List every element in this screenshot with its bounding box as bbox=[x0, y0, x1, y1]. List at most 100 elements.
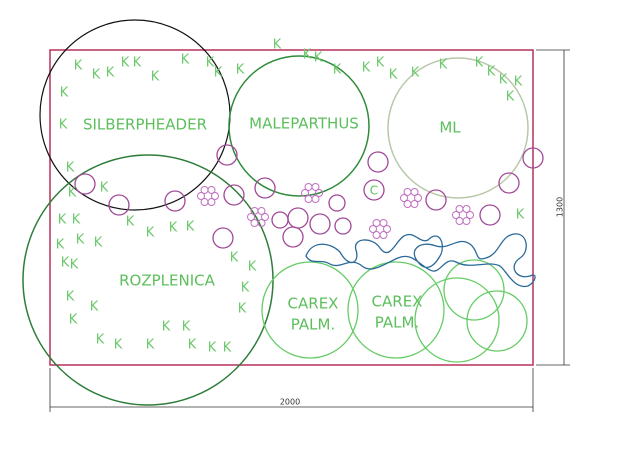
k-mark: K bbox=[69, 313, 78, 328]
flower-petal bbox=[200, 198, 209, 207]
flower-petal bbox=[414, 194, 422, 202]
small-plant bbox=[309, 213, 331, 235]
small-plant bbox=[212, 227, 234, 249]
k-mark: K bbox=[74, 59, 83, 74]
k-mark: K bbox=[133, 56, 142, 71]
plant-label: MALEPARTHUS bbox=[249, 115, 359, 133]
k-mark: K bbox=[389, 68, 398, 83]
k-mark: K bbox=[146, 226, 155, 241]
flower-petal bbox=[410, 200, 419, 209]
k-mark: K bbox=[499, 73, 508, 88]
k-mark: K bbox=[236, 63, 245, 78]
k-mark: K bbox=[56, 238, 65, 253]
k-mark: K bbox=[514, 75, 523, 90]
flower-petal bbox=[410, 187, 419, 196]
plant-label: ML bbox=[439, 119, 461, 137]
k-mark: K bbox=[106, 66, 115, 81]
k-mark: K bbox=[66, 290, 75, 305]
k-mark: K bbox=[100, 181, 109, 196]
small-plant bbox=[367, 151, 389, 173]
small-plant bbox=[164, 190, 186, 212]
k-mark: K bbox=[238, 302, 247, 317]
k-mark: K bbox=[90, 300, 99, 315]
k-mark: K bbox=[72, 213, 81, 228]
k-mark: K bbox=[208, 341, 217, 356]
k-mark: K bbox=[121, 56, 130, 71]
small-plant bbox=[254, 177, 276, 199]
small-plant bbox=[108, 194, 130, 216]
k-mark: K bbox=[188, 338, 197, 353]
flower-petal bbox=[247, 213, 255, 221]
k-mark: K bbox=[223, 341, 232, 356]
small-plant bbox=[498, 172, 520, 194]
flower-petal bbox=[403, 187, 412, 196]
flower-petal bbox=[250, 219, 259, 228]
plant-label: CAREX bbox=[372, 293, 423, 311]
small-plant bbox=[425, 189, 447, 211]
plant-label: ROZPLENICA bbox=[119, 272, 216, 290]
plant-label: SILBERPHEADER bbox=[83, 116, 207, 134]
flower-petal bbox=[372, 218, 381, 227]
hedge-line bbox=[305, 233, 536, 288]
k-mark: K bbox=[506, 90, 515, 105]
flower-petal bbox=[369, 225, 377, 233]
small-plant bbox=[282, 226, 304, 248]
plant-label: PALM. bbox=[375, 314, 419, 332]
flower-petal bbox=[207, 185, 216, 194]
k-mark: K bbox=[70, 258, 79, 273]
flower-petal bbox=[311, 182, 320, 191]
k-mark: K bbox=[146, 338, 155, 353]
k-mark: K bbox=[248, 260, 257, 275]
k-mark: K bbox=[333, 63, 342, 78]
small-plant bbox=[334, 217, 352, 235]
flower-petal bbox=[257, 206, 266, 215]
k-mark: K bbox=[66, 161, 75, 176]
k-mark: K bbox=[475, 56, 484, 71]
k-mark: K bbox=[114, 338, 123, 353]
small-plant bbox=[479, 204, 501, 226]
small-plant bbox=[223, 184, 245, 206]
k-mark: K bbox=[206, 56, 215, 71]
flower-petal bbox=[211, 192, 219, 200]
small-plant bbox=[328, 194, 346, 212]
flower-petal bbox=[200, 185, 209, 194]
k-mark: K bbox=[273, 38, 282, 53]
k-mark: K bbox=[68, 186, 77, 201]
k-mark: K bbox=[96, 333, 105, 348]
flower-petal bbox=[379, 231, 388, 240]
dimension-lines bbox=[49, 49, 570, 412]
flower-petal bbox=[462, 217, 471, 226]
plant-label: C bbox=[370, 184, 378, 198]
flower-petal bbox=[452, 211, 460, 219]
k-mark: K bbox=[162, 320, 171, 335]
small-plants bbox=[74, 144, 544, 249]
flower-petal bbox=[301, 189, 309, 197]
flower-petal bbox=[304, 195, 313, 204]
k-mark: K bbox=[314, 51, 323, 66]
k-mark: K bbox=[94, 236, 103, 251]
small-plant bbox=[287, 207, 309, 229]
k-mark: K bbox=[92, 68, 101, 83]
k-mark: K bbox=[241, 281, 250, 296]
plant-circles bbox=[22, 19, 529, 406]
flower-petal bbox=[304, 182, 313, 191]
flower-petal bbox=[197, 192, 205, 200]
k-mark: K bbox=[516, 208, 525, 223]
k-mark: K bbox=[76, 233, 85, 248]
flower-petal bbox=[466, 211, 474, 219]
plant-label: PALM. bbox=[291, 316, 335, 334]
k-mark: K bbox=[126, 215, 135, 230]
k-mark: K bbox=[376, 56, 385, 71]
flower-petal bbox=[383, 225, 391, 233]
flower-petal bbox=[455, 217, 464, 226]
flower-petal bbox=[315, 189, 323, 197]
k-mark: K bbox=[61, 256, 70, 271]
k-mark: K bbox=[411, 66, 420, 81]
flower-petal bbox=[261, 213, 269, 221]
height-dimension: 1300 bbox=[556, 197, 565, 217]
small-plant bbox=[271, 211, 289, 229]
plant-label: CAREX bbox=[288, 295, 339, 313]
k-mark: K bbox=[303, 48, 312, 63]
flower-petal bbox=[403, 200, 412, 209]
